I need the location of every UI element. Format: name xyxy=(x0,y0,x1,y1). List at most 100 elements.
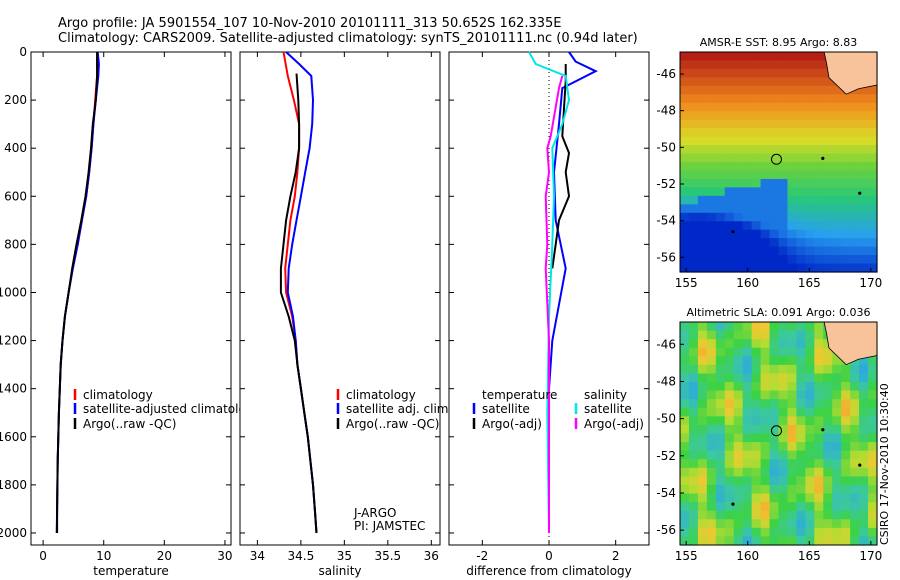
map-cell xyxy=(823,153,833,163)
map-cell xyxy=(724,330,735,340)
map-cell xyxy=(814,484,824,495)
map-cell xyxy=(688,153,699,163)
map-cell xyxy=(868,102,878,112)
map-cell xyxy=(832,527,842,538)
map-cell xyxy=(778,187,789,197)
argo-location-marker xyxy=(770,425,782,437)
map-cell xyxy=(742,195,753,205)
map-cell xyxy=(769,238,780,248)
map-cell xyxy=(796,170,806,180)
map-cell xyxy=(796,407,806,417)
map-cell xyxy=(751,442,762,452)
map-cell xyxy=(841,373,851,383)
map-cell xyxy=(733,339,744,349)
map-cell xyxy=(680,373,690,383)
map-cell xyxy=(841,399,851,409)
map-cell xyxy=(724,399,735,409)
map-cell xyxy=(868,382,878,392)
map-cell xyxy=(751,212,762,222)
map-cell xyxy=(706,484,717,495)
map-cell xyxy=(688,536,699,546)
map-cell xyxy=(769,373,780,383)
map-cell xyxy=(805,136,815,146)
map-cell xyxy=(769,459,780,469)
map-cell xyxy=(769,339,780,349)
x-tick-label: 34 xyxy=(250,549,265,563)
map-cell xyxy=(760,339,771,349)
y-tick-label: -52 xyxy=(656,177,676,191)
map-cell xyxy=(769,263,780,273)
map-cell xyxy=(697,467,708,477)
map-cell xyxy=(688,493,699,503)
map-cell xyxy=(760,467,771,477)
map-cell xyxy=(796,322,806,332)
map-cell xyxy=(680,68,690,78)
map-cell xyxy=(778,68,789,78)
y-tick-label: -50 xyxy=(656,412,676,426)
map-cell xyxy=(787,433,798,443)
map-cell xyxy=(742,433,753,443)
map-cell xyxy=(796,178,806,188)
map-cell xyxy=(823,407,833,417)
map-cell xyxy=(724,416,735,426)
map-cell xyxy=(697,204,708,214)
map-cell xyxy=(733,102,744,112)
map-cell xyxy=(769,60,780,70)
map-cell xyxy=(841,424,851,435)
map-cell xyxy=(706,510,717,520)
map-cell xyxy=(733,255,744,265)
map-cell xyxy=(814,356,824,366)
map-cell xyxy=(760,195,771,205)
map-cell xyxy=(778,339,789,349)
map-cell xyxy=(760,111,771,121)
map-cell xyxy=(841,204,851,214)
map-cell xyxy=(751,510,762,520)
map-cell xyxy=(742,330,753,340)
x-tick-label: 10 xyxy=(96,549,111,563)
map-cell xyxy=(706,407,717,417)
map-cell xyxy=(724,77,735,87)
map-cell xyxy=(733,162,744,172)
map-cell xyxy=(742,153,753,163)
map-cell xyxy=(688,204,699,214)
map-cell xyxy=(823,77,833,87)
map-panel-sst: 155 160 165 170 -46 -48 -50 -52 -54 -56 AMSR-E SST… xyxy=(656,36,882,290)
map-cell xyxy=(823,204,833,214)
map-cell xyxy=(742,238,753,248)
map-cell xyxy=(715,255,726,265)
map-cell xyxy=(787,519,798,529)
map-cell xyxy=(760,68,771,78)
map-cell xyxy=(688,356,699,366)
map-cell xyxy=(751,390,762,400)
map-cell xyxy=(841,145,851,155)
map-cell xyxy=(868,170,878,180)
map-cell xyxy=(796,94,806,104)
map-cell xyxy=(769,382,780,392)
map-cell xyxy=(715,246,726,256)
map-cell xyxy=(724,510,735,520)
map-cell xyxy=(859,356,869,366)
map-cell xyxy=(769,390,780,400)
map-cell xyxy=(751,246,762,256)
legend-label: temperature xyxy=(482,388,557,402)
map-cell xyxy=(751,399,762,409)
map-cell xyxy=(742,85,753,95)
map-cell xyxy=(841,212,851,222)
map-cell xyxy=(688,102,699,112)
map-cell xyxy=(796,212,806,222)
map-cell xyxy=(688,364,699,375)
map-cell xyxy=(680,382,690,392)
map-cell xyxy=(859,467,869,477)
map-cell xyxy=(715,356,726,366)
map-cell xyxy=(805,493,815,503)
map-cell xyxy=(724,347,735,357)
x-tick-label: 34.5 xyxy=(288,549,315,563)
map-cell xyxy=(697,322,708,332)
x-tick-label: 155 xyxy=(675,549,698,563)
map-cell xyxy=(832,111,842,121)
map-cell xyxy=(697,356,708,366)
map-cell xyxy=(769,527,780,538)
map-cell xyxy=(751,347,762,357)
map-cell xyxy=(697,111,708,121)
map-cell xyxy=(724,364,735,375)
